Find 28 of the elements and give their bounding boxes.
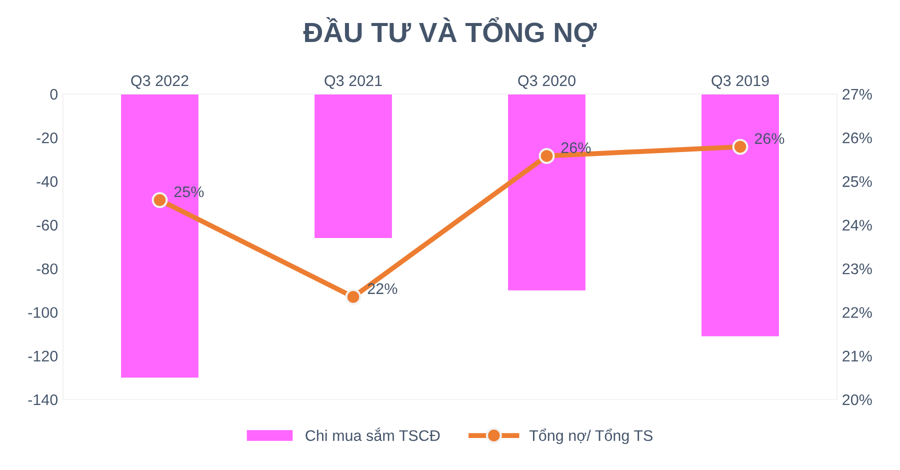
data-label: 22% <box>368 283 398 294</box>
y-tick-label: -120 <box>28 350 58 362</box>
y-tick-label: -100 <box>28 307 58 318</box>
y-tick-label: -40 <box>36 176 58 187</box>
y2-tick-label: 26% <box>842 132 872 144</box>
point <box>538 148 555 164</box>
y2-tick-label: 24% <box>842 220 872 231</box>
point <box>732 138 748 155</box>
legend-label: Chi mua sắm TSCĐ <box>306 428 440 442</box>
x-tick-label: Q3 2021 <box>324 75 382 89</box>
y2-tick-label: 21% <box>842 350 872 362</box>
y2-tick-label: 25% <box>842 176 872 187</box>
y2-tick-label: 27% <box>842 88 872 100</box>
legend-label: Tổng nợ/ Tổng TS <box>529 428 652 444</box>
point <box>345 288 362 305</box>
y2-tick-label: 23% <box>842 263 872 274</box>
y2-tick-label: 20% <box>842 394 872 406</box>
y-tick-label: -60 <box>36 220 58 231</box>
y-tick-label: -80 <box>36 263 58 274</box>
x-tick-label: Q3 2020 <box>518 75 576 89</box>
chart-title: ĐẦU TƯ VÀ TỔNG NỢ <box>303 17 597 48</box>
y-tick-label: -140 <box>28 394 58 406</box>
y-tick-label: 0 <box>50 88 58 100</box>
y2-tick-label: 22% <box>842 307 872 318</box>
y-tick-label: -20 <box>36 132 58 144</box>
x-tick-label: Q3 2022 <box>131 75 188 89</box>
point <box>152 192 168 208</box>
x-tick-label: Q3 2019 <box>712 75 769 89</box>
